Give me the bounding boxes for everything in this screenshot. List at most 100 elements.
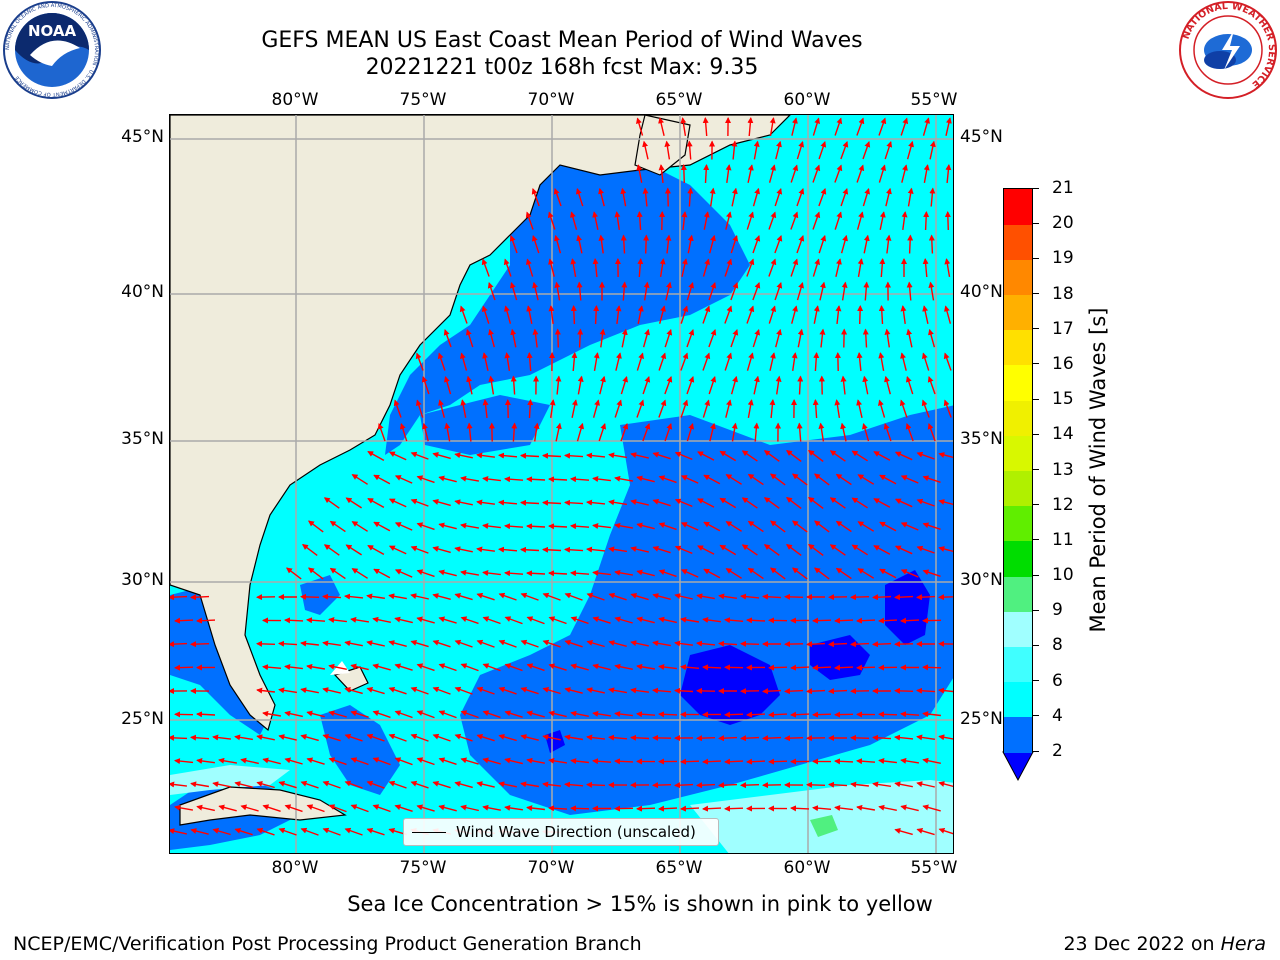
wave-direction-arrow (642, 187, 649, 207)
wave-direction-arrow (856, 617, 876, 624)
wave-direction-arrow (388, 498, 407, 508)
region-light-southwest (170, 765, 290, 795)
colorbar-tick-label: 11 (1052, 529, 1074, 550)
wave-direction-arrow (775, 140, 782, 160)
wave-direction-arrow (234, 734, 254, 741)
wave-direction-arrow (643, 281, 650, 301)
wave-direction-arrow (373, 474, 391, 485)
wave-direction-arrow (851, 497, 868, 509)
wave-direction-arrow (807, 544, 824, 556)
wave-direction-arrow (608, 687, 628, 694)
colorbar-tick-label: 2 (1052, 741, 1063, 761)
wave-direction-arrow (542, 499, 562, 506)
wave-direction-arrow (703, 568, 721, 579)
wave-direction-arrow (498, 639, 517, 648)
wave-direction-arrow (190, 641, 210, 648)
wave-direction-arrow (532, 281, 539, 301)
wave-direction-arrow (900, 711, 920, 718)
wave-direction-arrow (256, 780, 275, 789)
wave-direction-arrow (438, 710, 457, 719)
legend-label: Wind Wave Direction (unscaled) (456, 823, 696, 841)
colorbar-segment (1004, 189, 1032, 225)
wave-direction-arrow (768, 258, 777, 277)
wave-direction-arrow (262, 757, 281, 765)
colorbar-tick-mark (1033, 328, 1039, 330)
wave-direction-arrow (614, 399, 623, 418)
wave-direction-arrow (454, 781, 473, 789)
wave-direction-arrow (520, 781, 540, 788)
wave-direction-arrow (570, 258, 577, 278)
wave-direction-arrow (901, 164, 908, 183)
wave-direction-arrow (938, 499, 953, 506)
wave-direction-arrow (929, 140, 936, 160)
wave-direction-arrow (636, 211, 643, 231)
wave-direction-arrow (608, 499, 628, 506)
map-svg (170, 115, 953, 853)
wave-direction-arrow (576, 422, 585, 442)
wave-direction-arrow (367, 544, 385, 556)
wave-direction-arrow (533, 422, 540, 442)
map-panel (169, 114, 954, 854)
wave-direction-arrow (681, 211, 688, 230)
wave-direction-arrow (504, 663, 523, 672)
wave-direction-arrow (885, 234, 892, 254)
wave-direction-arrow (174, 758, 194, 765)
wave-direction-arrow (643, 234, 650, 254)
colorbar-tick-label: 6 (1052, 670, 1063, 691)
wave-direction-arrow (300, 640, 319, 647)
wave-direction-arrow (851, 544, 868, 556)
wave-direction-arrow (927, 423, 936, 442)
wave-direction-arrow (680, 305, 689, 324)
wave-direction-arrow (894, 451, 913, 461)
wave-direction-arrow (905, 375, 914, 395)
wave-direction-arrow (454, 639, 473, 648)
wave-direction-arrow (762, 688, 782, 695)
wave-direction-arrow (652, 498, 671, 507)
wave-direction-arrow (718, 593, 738, 600)
colorbar-tick-label: 18 (1052, 283, 1074, 304)
wave-direction-arrow (410, 545, 429, 554)
wave-direction-arrow (768, 305, 777, 324)
lon-label-top: 80°W (271, 90, 319, 110)
wave-direction-arrow (834, 617, 854, 624)
wave-direction-arrow (454, 733, 473, 742)
wave-direction-arrow (702, 616, 721, 623)
region-deep-4 (545, 730, 565, 753)
wave-direction-arrow (636, 569, 655, 577)
wave-direction-arrow (300, 827, 319, 836)
wave-direction-arrow (835, 258, 842, 277)
wave-direction-arrow (482, 570, 501, 576)
wave-direction-arrow (696, 640, 716, 647)
wave-direction-arrow (438, 522, 457, 530)
wave-direction-arrow (196, 757, 215, 764)
wave-direction-arrow (586, 592, 605, 601)
wave-direction-arrow (598, 234, 605, 254)
wave-direction-arrow (170, 641, 188, 648)
wave-direction-arrow (642, 140, 649, 160)
wave-direction-arrow (746, 758, 766, 765)
wave-direction-arrow (922, 569, 941, 577)
wave-direction-arrow (894, 687, 914, 694)
wave-direction-arrow (460, 757, 479, 765)
wave-direction-arrow (476, 639, 495, 648)
colorbar-tick-label: 21 (1052, 178, 1074, 198)
wave-direction-arrow (791, 117, 798, 136)
wave-direction-arrow (438, 399, 445, 418)
wave-direction-arrow (928, 281, 935, 301)
wave-direction-arrow (725, 164, 732, 183)
wave-direction-arrow (614, 711, 633, 717)
wave-direction-arrow (687, 234, 694, 254)
wave-direction-arrow (586, 781, 606, 788)
wave-direction-arrow (553, 188, 562, 207)
wave-direction-arrow (372, 616, 391, 623)
wave-direction-arrow (819, 328, 826, 348)
wave-direction-arrow (703, 521, 721, 532)
wave-direction-arrow (636, 164, 643, 183)
wave-direction-arrow (322, 687, 341, 694)
region-florida-east (300, 575, 340, 615)
wave-direction-arrow (791, 567, 808, 580)
wave-direction-arrow (576, 281, 583, 301)
wave-direction-arrow (432, 733, 451, 742)
wave-direction-arrow (828, 781, 848, 788)
region-bahamas (320, 705, 400, 795)
